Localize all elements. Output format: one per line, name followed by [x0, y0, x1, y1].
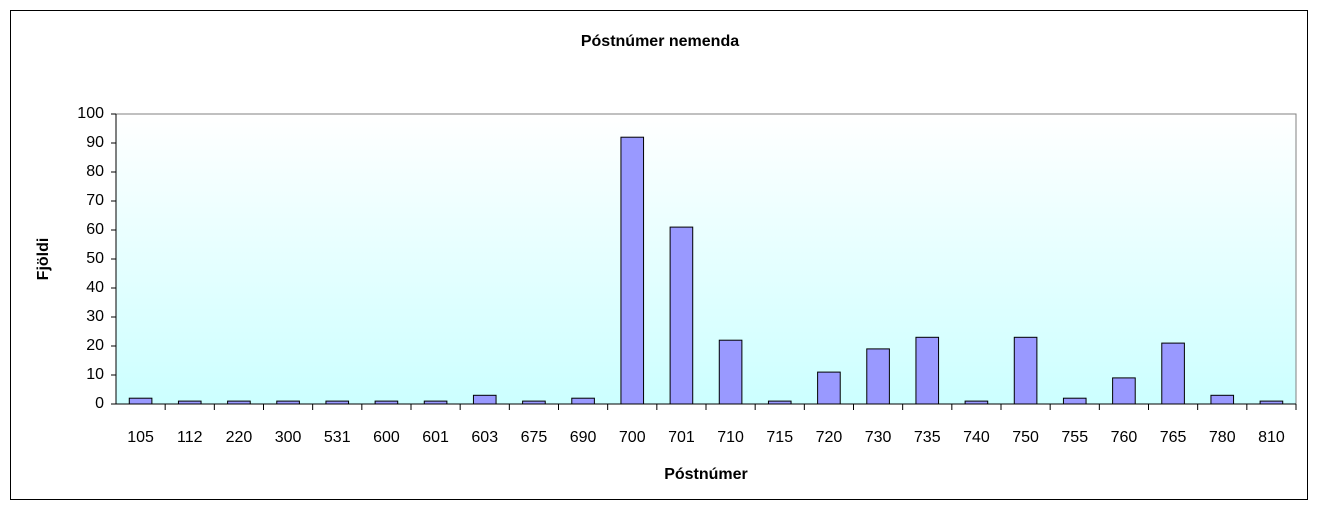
y-tick-label: 60: [86, 221, 104, 238]
bar: [571, 397, 595, 405]
bar: [866, 348, 890, 405]
bar: [718, 339, 743, 405]
x-tick-label: 715: [766, 429, 793, 446]
x-tick-label: 755: [1061, 429, 1088, 446]
y-tick-label: 50: [86, 250, 104, 267]
bar: [1062, 397, 1087, 405]
x-tick-label: 750: [1012, 429, 1039, 446]
x-tick-label: 300: [275, 429, 302, 446]
bar: [915, 336, 940, 405]
x-tick-label: 765: [1160, 429, 1187, 446]
x-tick-label: 720: [816, 429, 843, 446]
y-tick-label: 10: [86, 366, 104, 383]
x-tick-label: 690: [570, 429, 597, 446]
y-tick-label: 0: [95, 395, 104, 412]
bar: [817, 371, 841, 405]
x-tick-label: 105: [127, 429, 154, 446]
bar: [472, 394, 497, 405]
x-axis-label: Póstnúmer: [664, 466, 748, 483]
bar: [1161, 342, 1185, 405]
x-tick-label: 710: [717, 429, 744, 446]
y-tick-label: 70: [86, 192, 104, 209]
bar: [1210, 394, 1235, 405]
x-tick-label: 112: [177, 429, 203, 446]
x-tick-label: 531: [324, 429, 351, 446]
plot-area: [115, 113, 1297, 405]
x-tick-label: 603: [471, 429, 498, 446]
y-tick-label: 40: [86, 279, 104, 296]
chart-title: Póstnúmer nemenda: [581, 33, 739, 50]
y-axis-label: Fjöldi: [35, 238, 52, 281]
bar: [1013, 336, 1038, 405]
y-tick-label: 90: [86, 134, 104, 151]
x-tick-label: 735: [914, 429, 941, 446]
bar: [669, 226, 694, 405]
y-tick-label: 20: [86, 337, 104, 354]
x-tick-label: 780: [1209, 429, 1236, 446]
bar: [128, 397, 153, 405]
x-tick-label: 700: [619, 429, 646, 446]
x-tick-label: 760: [1111, 429, 1138, 446]
x-tick-label: 220: [226, 429, 253, 446]
x-tick-label: 730: [865, 429, 892, 446]
x-tick-label: 701: [668, 429, 695, 446]
x-tick-label: 810: [1258, 429, 1285, 446]
x-tick-label: 740: [963, 429, 990, 446]
y-tick-label: 30: [86, 308, 104, 325]
y-tick-label: 80: [86, 163, 104, 180]
x-tick-label: 601: [422, 429, 449, 446]
x-tick-label: 600: [373, 429, 400, 446]
bar: [1112, 377, 1136, 405]
bar: [620, 136, 645, 405]
y-tick-label: 100: [77, 105, 104, 122]
x-tick-label: 675: [521, 429, 548, 446]
